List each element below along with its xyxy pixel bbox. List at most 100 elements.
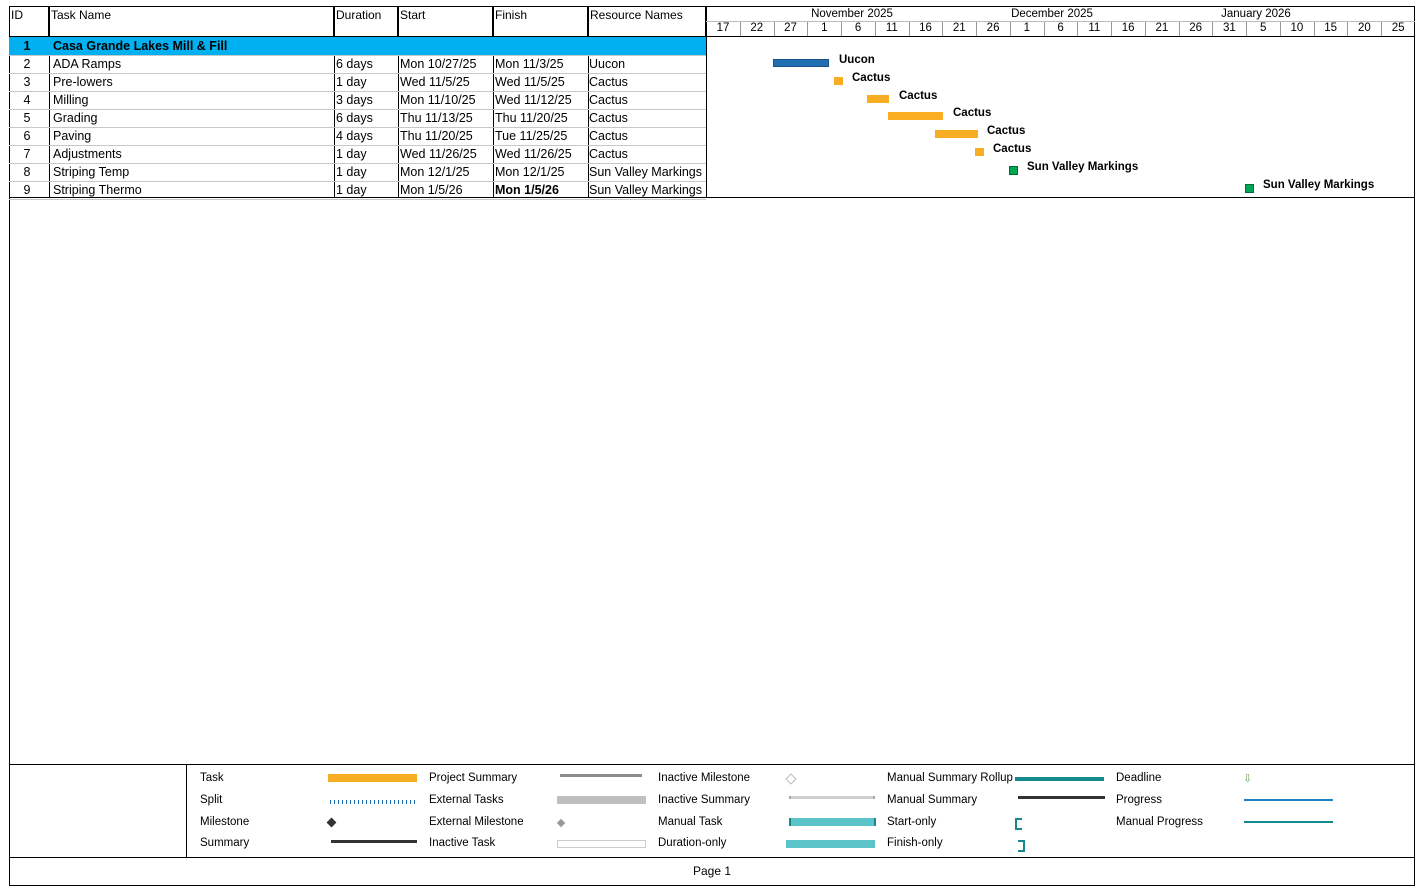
cell-name[interactable]: Striping Temp [53, 165, 130, 179]
cell-id[interactable]: 6 [23, 129, 31, 143]
timescale-day: 21 [1155, 22, 1169, 34]
cell-name[interactable]: Adjustments [53, 147, 122, 161]
cell-id[interactable]: 7 [23, 147, 31, 161]
cell-name[interactable]: Striping Thermo [53, 183, 142, 197]
cell-resource[interactable]: Cactus [589, 75, 628, 89]
cell-finish[interactable]: Tue 11/25/25 [495, 129, 568, 143]
table-row[interactable]: 5 Grading 6 days Thu 11/13/25 Thu 11/20/25 Ca… [9, 109, 706, 127]
cell-duration[interactable]: 6 days [336, 57, 373, 71]
cell-name[interactable]: Pre-lowers [53, 75, 113, 89]
header-divider [9, 36, 706, 37]
legend-label: Duration-only [658, 837, 727, 849]
cell-finish[interactable]: Wed 11/5/25 [495, 75, 565, 89]
cell-start[interactable] [400, 37, 491, 55]
cell-id[interactable]: 3 [23, 75, 31, 89]
gantt-label: Cactus [987, 125, 1026, 137]
gantt-bar-adjustments[interactable] [975, 148, 984, 156]
cell-name[interactable]: Paving [53, 129, 92, 143]
timescale-day: 22 [750, 22, 764, 34]
cell-finish[interactable]: Thu 11/20/25 [495, 111, 568, 125]
gantt-bar-milling[interactable] [867, 95, 889, 103]
row-divider [9, 55, 706, 56]
table-row[interactable]: 3 Pre-lowers 1 day Wed 11/5/25 Wed 11/5/25 Ca… [9, 73, 706, 91]
cell-finish[interactable]: Mon 1/5/26 [495, 183, 559, 197]
cell-name[interactable]: Grading [53, 111, 98, 125]
timescale-separator [874, 22, 876, 36]
cell-resource[interactable]: Cactus [589, 93, 628, 107]
table-row[interactable]: 6 Paving 4 days Thu 11/20/25 Tue 11/25/25 Cac… [9, 127, 706, 145]
cell-duration[interactable]: 1 day [336, 147, 367, 161]
cell-start[interactable]: Wed 11/5/25 [400, 75, 470, 89]
timescale-day: 10 [1290, 22, 1304, 34]
table-row[interactable]: 4 Milling 3 days Mon 11/10/25 Wed 11/12/25 Ca… [9, 91, 706, 109]
gantt-label: Cactus [899, 90, 938, 102]
table-row[interactable]: 1 Casa Grande Lakes Mill & Fill [9, 37, 706, 55]
gantt-bar-striping-thermo[interactable] [1245, 184, 1254, 193]
timescale-separator [773, 22, 775, 36]
cell-resource[interactable]: Cactus [589, 147, 628, 161]
cell-resource[interactable]: Cactus [589, 111, 628, 125]
cell-resource[interactable]: Sun Valley Markings [589, 183, 703, 197]
timescale-separator [1279, 22, 1281, 36]
timescale-day: 26 [1189, 22, 1203, 34]
legend-inactive-task-icon [557, 840, 646, 848]
table-row[interactable]: 2 ADA Ramps 6 days Mon 10/27/25 Mon 11/3/25 U… [9, 55, 706, 73]
timescale-month: November 2025 [811, 8, 893, 20]
legend-label: Inactive Milestone [658, 772, 751, 784]
cell-start[interactable]: Mon 1/5/26 [400, 183, 463, 197]
gantt-bar-grading[interactable] [888, 112, 943, 120]
legend-split-icon [330, 800, 418, 804]
col-divider [493, 6, 494, 197]
cell-id[interactable]: 8 [23, 165, 31, 179]
cell-start[interactable]: Mon 11/10/25 [400, 93, 476, 107]
cell-duration[interactable]: 1 day [336, 183, 367, 197]
cell-finish[interactable]: Mon 11/3/25 [495, 57, 564, 71]
cell-id[interactable]: 9 [23, 183, 31, 197]
col-header-resource-names[interactable]: Resource Names [588, 6, 706, 37]
gantt-bar-pre-lowers[interactable] [834, 77, 843, 85]
table-row[interactable]: 7 Adjustments 1 day Wed 11/26/25 Wed 11/26/2… [9, 145, 706, 163]
cell-duration[interactable]: 1 day [336, 75, 367, 89]
gantt-bar-ada-ramps[interactable] [773, 59, 829, 67]
cell-duration[interactable]: 1 day [336, 165, 367, 179]
legend-label: Deadline [1116, 772, 1162, 784]
col-header-task-name[interactable]: Task Name [49, 6, 334, 37]
cell-duration[interactable]: 6 days [336, 111, 373, 125]
cell-finish[interactable]: Wed 11/26/25 [495, 147, 572, 161]
cell-resource[interactable]: Uucon [589, 57, 626, 71]
cell-id[interactable]: 2 [23, 57, 31, 71]
col-header-finish[interactable]: Finish [493, 6, 588, 37]
col-header-duration[interactable]: Duration [334, 6, 398, 37]
cell-name[interactable]: ADA Ramps [53, 57, 122, 71]
cell-id[interactable]: 4 [23, 93, 31, 107]
table-row[interactable]: 9 Striping Thermo 1 day Mon 1/5/26 Mon 1/5/2… [9, 181, 706, 199]
cell-name[interactable]: Milling [53, 93, 89, 107]
cell-start[interactable]: Thu 11/20/25 [400, 129, 473, 143]
cell-start[interactable]: Mon 12/1/25 [400, 165, 470, 179]
legend-label: Task [200, 772, 224, 784]
table-row[interactable]: 8 Striping Temp 1 day Mon 12/1/25 Mon 12/1/2… [9, 163, 706, 181]
cell-resource[interactable] [589, 37, 703, 55]
cell-duration[interactable]: 4 days [336, 129, 373, 143]
cell-finish[interactable] [495, 37, 586, 55]
cell-resource[interactable]: Sun Valley Markings [589, 165, 703, 179]
legend-inactive-summary-icon [789, 796, 875, 799]
cell-id[interactable]: 1 [23, 39, 31, 53]
cell-id[interactable]: 5 [23, 111, 31, 125]
cell-finish[interactable]: Mon 12/1/25 [495, 165, 565, 179]
gantt-bar-striping-temp[interactable] [1009, 166, 1018, 175]
cell-resource[interactable]: Cactus [589, 129, 628, 143]
col-header-id[interactable]: ID [9, 6, 49, 37]
cell-duration[interactable] [336, 37, 396, 55]
timescale-divider [706, 21, 1415, 22]
timescale-day: 27 [784, 22, 797, 34]
gantt-bar-paving[interactable] [935, 130, 978, 138]
cell-start[interactable]: Wed 11/26/25 [400, 147, 477, 161]
timescale-separator [1178, 22, 1180, 36]
cell-duration[interactable]: 3 days [336, 93, 373, 107]
col-header-start[interactable]: Start [398, 6, 493, 37]
cell-name[interactable]: Casa Grande Lakes Mill & Fill [53, 39, 228, 53]
cell-finish[interactable]: Wed 11/12/25 [495, 93, 572, 107]
cell-start[interactable]: Mon 10/27/25 [400, 57, 477, 71]
cell-start[interactable]: Thu 11/13/25 [400, 111, 473, 125]
